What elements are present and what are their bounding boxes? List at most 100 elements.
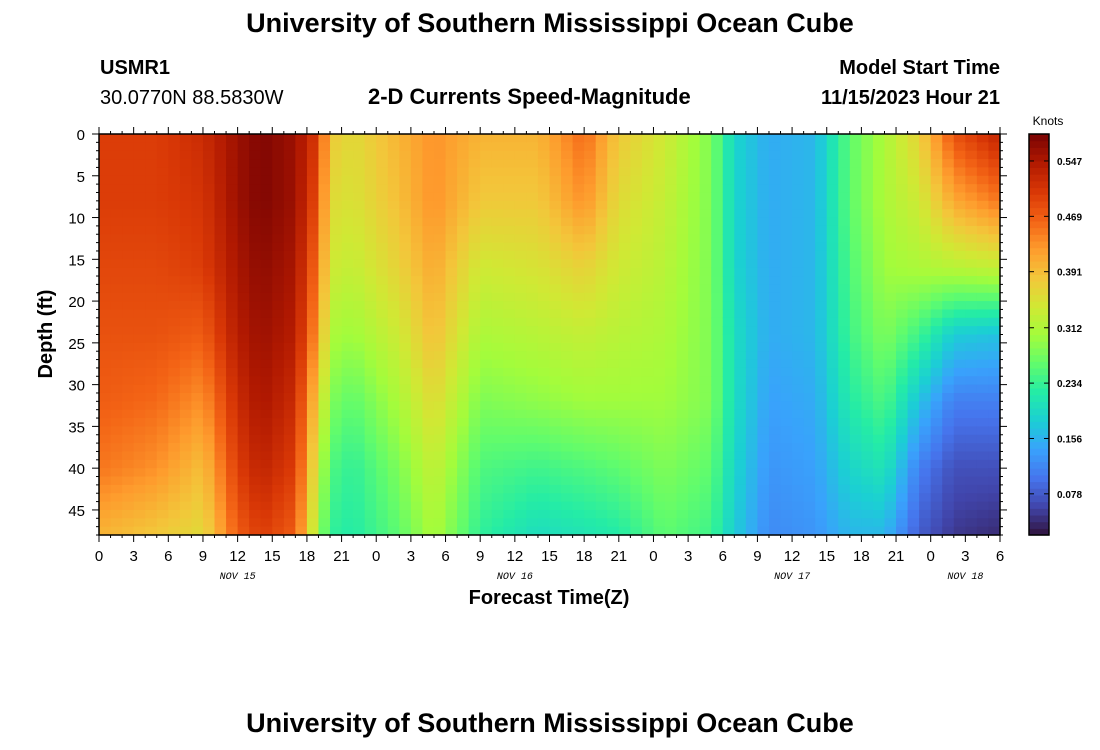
heatmap-cell (584, 250, 597, 260)
heatmap-cell (803, 484, 816, 494)
heatmap-cell (641, 292, 655, 302)
heatmap-cell (792, 317, 805, 327)
heatmap-cell (745, 209, 759, 219)
heatmap-cell (757, 359, 770, 369)
heatmap-cell (364, 418, 377, 427)
heatmap-cell (734, 292, 747, 302)
heatmap-cell (549, 284, 562, 294)
heatmap-cell (872, 167, 886, 177)
heatmap-cell (99, 192, 112, 202)
heatmap-cell (711, 526, 724, 536)
heatmap-cell (699, 476, 712, 486)
heatmap-cell (919, 192, 932, 202)
heatmap-cell (202, 334, 216, 344)
heatmap-cell (872, 468, 886, 478)
heatmap-cell (145, 250, 158, 260)
heatmap-cell (353, 434, 366, 444)
heatmap-cell (826, 384, 839, 394)
heatmap-cell (572, 200, 585, 210)
heatmap-cell (318, 134, 331, 143)
heatmap-cell (537, 159, 551, 169)
heatmap-cell (202, 326, 216, 336)
heatmap-cell (988, 426, 1001, 436)
heatmap-cell (491, 292, 504, 302)
heatmap-cell (387, 509, 400, 519)
heatmap-cell (792, 351, 805, 361)
heatmap-cell (191, 242, 204, 252)
heatmap-cell (607, 443, 620, 453)
heatmap-cell (468, 292, 481, 302)
heatmap-cell (156, 459, 169, 469)
heatmap-cell (226, 418, 239, 427)
heatmap-cell (491, 459, 504, 469)
heatmap-cell (768, 284, 782, 294)
heatmap-cell (364, 367, 377, 377)
heatmap-cell (849, 451, 862, 461)
heatmap-cell (399, 267, 412, 277)
heatmap-cell (884, 401, 897, 411)
heatmap-cell (896, 376, 909, 386)
heatmap-cell (226, 392, 239, 402)
heatmap-cell (295, 142, 308, 152)
heatmap-cell (861, 159, 874, 169)
heatmap-cell (838, 276, 851, 285)
heatmap-cell (156, 493, 169, 503)
heatmap-cell (526, 225, 539, 235)
heatmap-cell (595, 401, 608, 411)
heatmap-cell (491, 493, 504, 503)
heatmap-cell (387, 309, 400, 319)
heatmap-cell (734, 342, 747, 352)
heatmap-cell (676, 284, 689, 294)
heatmap-cell (99, 209, 112, 219)
heatmap-cell (572, 192, 585, 202)
heatmap-cell (422, 234, 435, 244)
heatmap-cell (214, 292, 227, 302)
heatmap-cell (595, 367, 608, 377)
heatmap-cell (872, 242, 886, 252)
heatmap-cell (110, 250, 123, 260)
heatmap-cell (757, 142, 770, 152)
heatmap-cell (988, 418, 1001, 427)
heatmap-cell (122, 250, 135, 260)
heatmap-cell (641, 309, 655, 319)
heatmap-cell (376, 192, 389, 202)
heatmap-cell (780, 184, 793, 194)
heatmap-cell (156, 250, 169, 260)
heatmap-cell (145, 367, 158, 377)
heatmap-cell (757, 501, 770, 511)
heatmap-cell (861, 426, 874, 436)
heatmap-cell (283, 301, 296, 311)
heatmap-cell (110, 468, 123, 478)
heatmap-cell (688, 276, 701, 285)
heatmap-cell (919, 451, 932, 461)
heatmap-cell (930, 451, 943, 461)
heatmap-cell (953, 159, 966, 169)
heatmap-cell (930, 351, 943, 361)
heatmap-cell (387, 501, 400, 511)
heatmap-cell (133, 443, 146, 453)
heatmap-cell (734, 259, 747, 269)
heatmap-cell (410, 242, 424, 252)
colorbar-swatch (1029, 408, 1049, 416)
heatmap-cell (376, 459, 389, 469)
heatmap-cell (745, 326, 759, 336)
heatmap-cell (179, 434, 193, 444)
heatmap-cell (133, 234, 146, 244)
heatmap-cell (445, 443, 458, 453)
heatmap-cell (295, 367, 308, 377)
heatmap-cell (965, 250, 978, 260)
heatmap-cell (283, 276, 296, 285)
heatmap-cell (919, 175, 932, 185)
heatmap-cell (919, 276, 932, 285)
heatmap-cell (457, 409, 470, 419)
heatmap-cell (872, 392, 886, 402)
heatmap-cell (919, 142, 932, 152)
heatmap-cell (711, 384, 724, 394)
heatmap-cell (595, 409, 608, 419)
heatmap-cell (283, 309, 296, 319)
heatmap-cell (630, 142, 643, 152)
heatmap-cell (353, 509, 366, 519)
heatmap-cell (953, 301, 966, 311)
heatmap-cell (526, 267, 539, 277)
heatmap-cell (168, 493, 181, 503)
